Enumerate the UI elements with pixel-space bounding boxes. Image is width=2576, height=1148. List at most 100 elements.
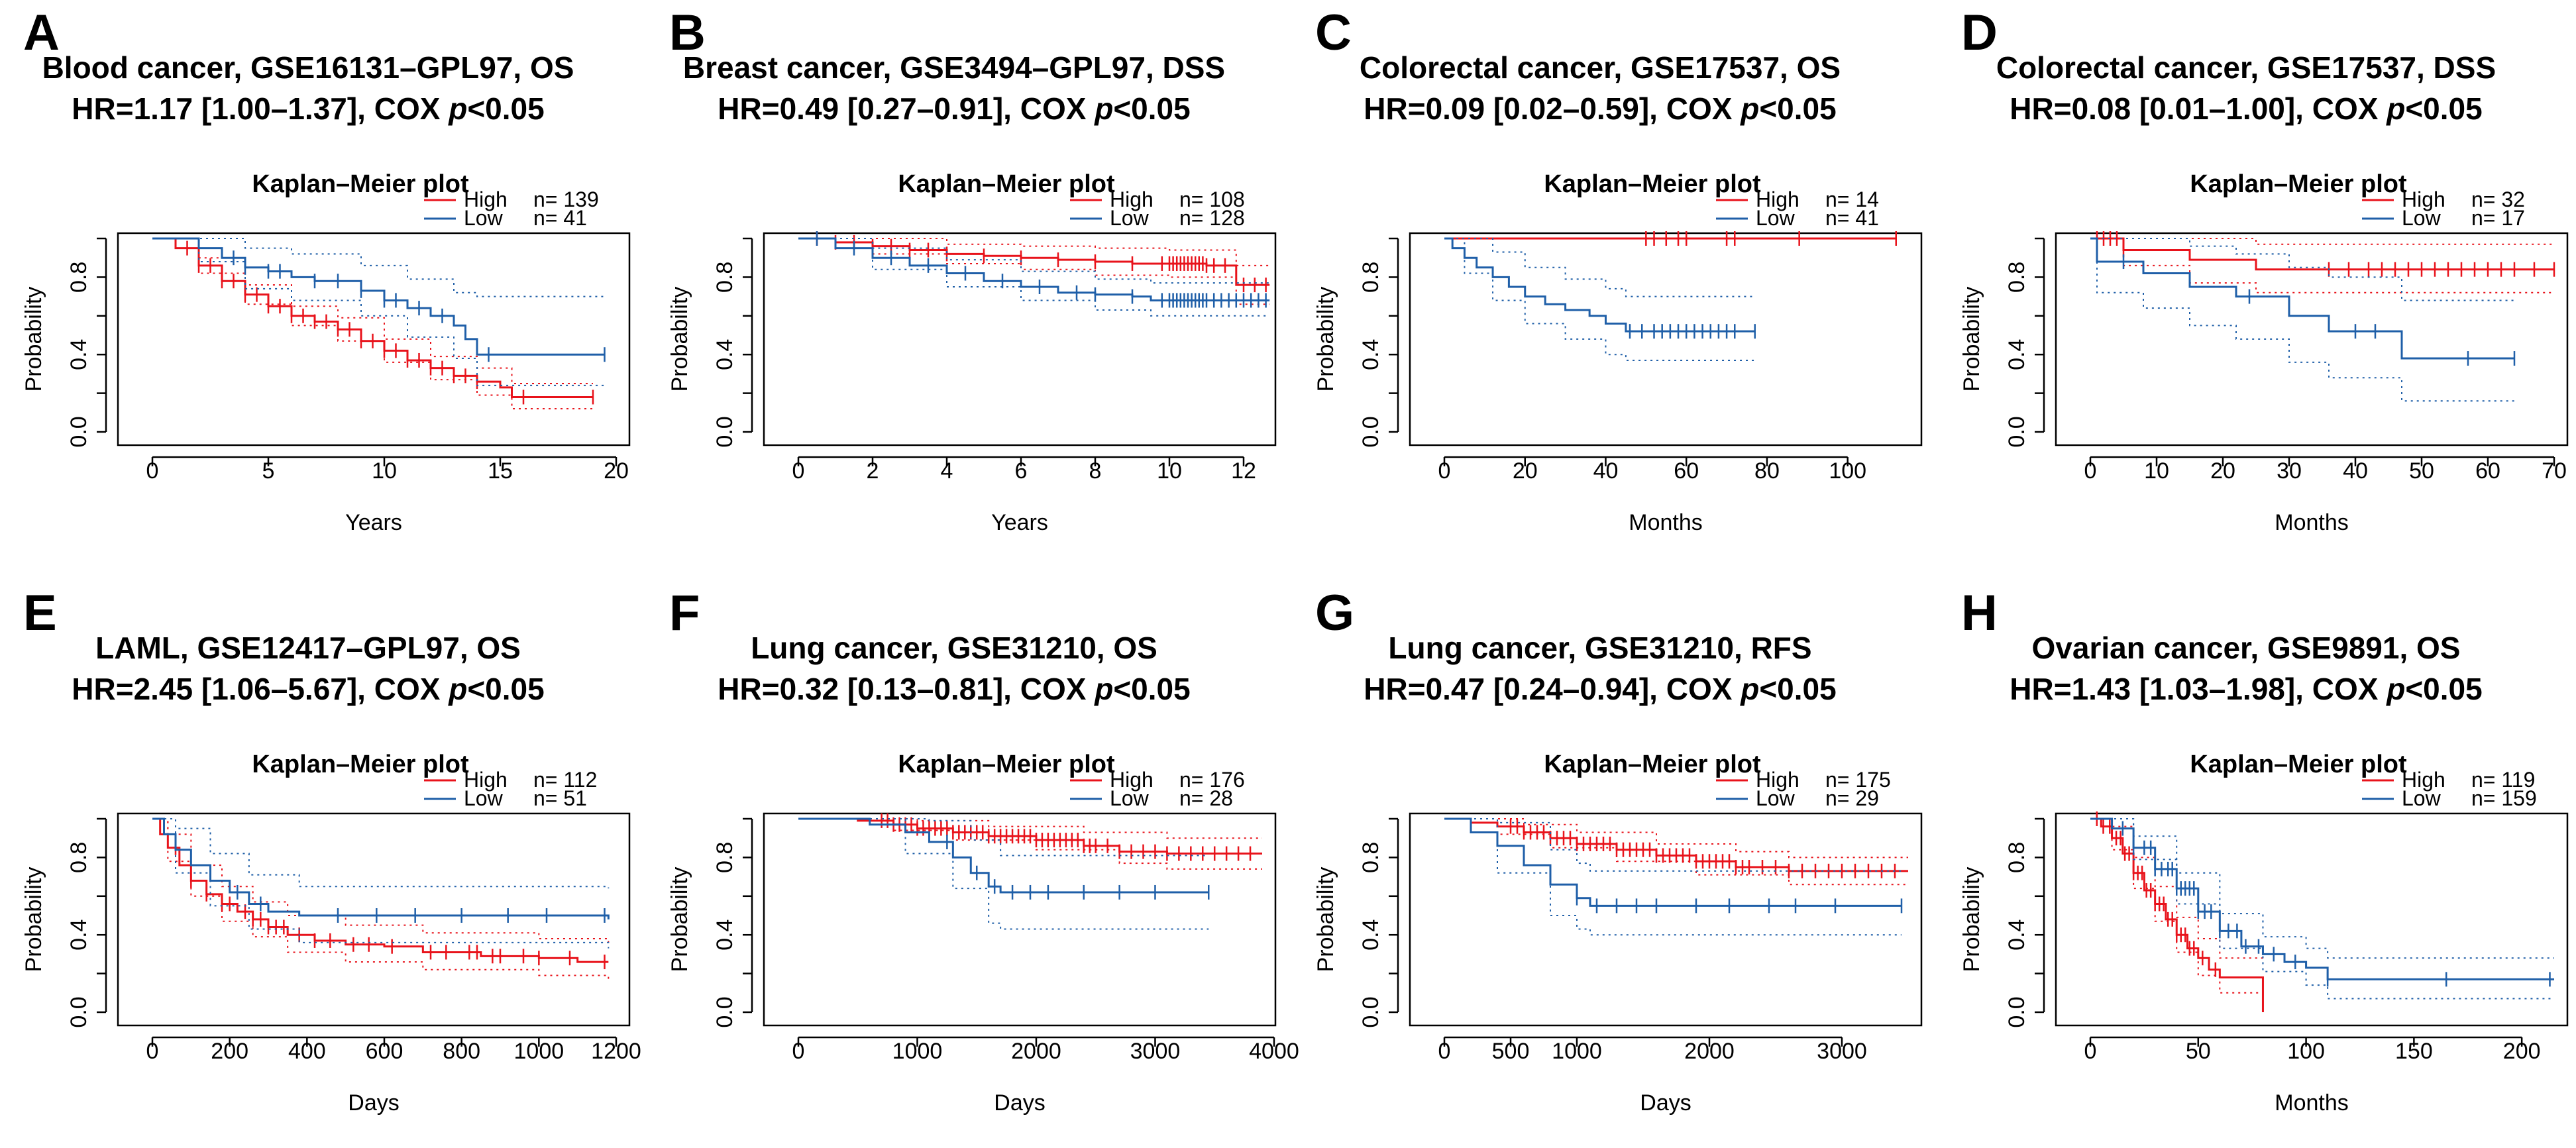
ci-lower-low (1444, 238, 1755, 361)
panel-letter: D (1961, 5, 1998, 61)
x-tick-label: 10 (1157, 458, 1182, 484)
y-tick-label: 0.4 (66, 919, 91, 951)
panel-title: Ovarian cancer, GSE9891, OS (2032, 631, 2461, 665)
x-tick-label: 500 (1492, 1039, 1530, 1064)
ci-upper-high (798, 238, 1270, 266)
panel-title: Breast cancer, GSE3494–GPL97, DSS (683, 50, 1225, 85)
legend-n-low: n= 128 (1179, 206, 1245, 230)
legend-n-high: n= 108 (1179, 187, 1245, 211)
p-value-symbol: p (1093, 672, 1113, 706)
x-tick-label: 4000 (1249, 1039, 1299, 1064)
panel-e: E LAML, GSE12417–GPL97, OS HR=2.45 [1.06–5… (21, 585, 641, 1116)
panel-letter: G (1315, 585, 1354, 641)
y-axis-label: Probability (21, 287, 46, 392)
hazard-ratio-value: HR=1.43 [1.03–1.98], COX (2010, 672, 2387, 706)
plot-frame (117, 232, 631, 446)
p-value-threshold: <0.05 (2405, 672, 2482, 706)
plot-frame (2055, 812, 2569, 1027)
panel-title: Colorectal cancer, GSE17537, DSS (1996, 50, 2496, 85)
legend-n-high: n= 119 (2471, 768, 2535, 792)
x-tick-label: 50 (2409, 458, 2434, 484)
panel-title: Blood cancer, GSE16131–GPL97, OS (42, 50, 574, 85)
x-tick-label: 0 (1438, 458, 1451, 484)
legend-n-high: n= 175 (1825, 768, 1891, 792)
panel-title-dataset: , GSE17537, OS (1613, 50, 1841, 85)
p-value-symbol: p (1739, 91, 1759, 126)
y-tick-label: 0.0 (1358, 416, 1383, 447)
x-tick-label: 60 (2475, 458, 2500, 484)
y-tick-label: 0.0 (66, 996, 91, 1027)
survival-curve-high (152, 817, 609, 963)
legend-n-high: n= 176 (1179, 768, 1245, 792)
y-tick-label: 0.8 (66, 842, 91, 873)
x-tick-label: 20 (1513, 458, 1538, 484)
survival-curve-low (2090, 237, 2514, 360)
ci-upper-high (152, 818, 610, 943)
survival-curve-low (1444, 237, 1755, 333)
ci-lower-low (152, 238, 605, 386)
panel-title-dataset: , GSE31210, OS (930, 631, 1157, 665)
p-value-symbol: p (2385, 91, 2405, 126)
legend-label-high: High (2402, 187, 2445, 211)
legend-n-low: n= 159 (2471, 786, 2537, 810)
y-tick-label: 0.8 (712, 262, 737, 293)
panel-h: H Ovarian cancer, GSE9891, OS HR=1.43 [1.0… (1959, 585, 2569, 1116)
legend-label-high: High (464, 768, 508, 792)
legend-label-high: High (2402, 768, 2445, 792)
km-plot-title: Kaplan–Meier plot (252, 170, 469, 198)
panel-letter: B (669, 5, 706, 61)
km-plot-title: Kaplan–Meier plot (1544, 751, 1761, 778)
x-tick-label: 0 (1438, 1039, 1451, 1064)
legend-n-low: n= 28 (1179, 786, 1233, 810)
y-tick-label: 0.0 (66, 416, 91, 447)
y-tick-label: 0.0 (2004, 996, 2029, 1027)
hazard-ratio-value: HR=1.17 [1.00–1.37], COX (72, 91, 449, 126)
y-tick-label: 0.8 (66, 262, 91, 293)
hazard-ratio-value: HR=0.32 [0.13–0.81], COX (718, 672, 1095, 706)
ci-lower-high (152, 818, 610, 980)
x-axis-label: Days (1640, 1090, 1691, 1116)
x-tick-label: 600 (366, 1039, 403, 1064)
x-tick-label: 20 (2210, 458, 2235, 484)
x-tick-label: 1000 (1552, 1039, 1602, 1064)
x-tick-label: 60 (1674, 458, 1699, 484)
y-tick-label: 0.8 (2004, 262, 2029, 293)
legend-label-low: Low (2402, 206, 2442, 230)
km-plot-title: Kaplan–Meier plot (252, 751, 469, 778)
panel-letter: A (23, 5, 60, 61)
legend-n-low: n= 41 (533, 206, 587, 230)
legend-n-high: n= 112 (533, 768, 597, 792)
y-tick-label: 0.0 (1358, 996, 1383, 1027)
p-value-threshold: <0.05 (2405, 91, 2482, 126)
x-tick-label: 4 (941, 458, 953, 484)
y-axis-label: Probability (1313, 867, 1338, 972)
p-value-threshold: <0.05 (1759, 91, 1836, 126)
legend-label-low: Low (2402, 786, 2442, 810)
legend-label-low: Low (1756, 786, 1796, 810)
hazard-ratio-value: HR=0.08 [0.01–1.00], COX (2010, 91, 2387, 126)
plot-frame (2055, 232, 2569, 446)
legend-label-low: Low (1110, 206, 1150, 230)
x-tick-label: 30 (2277, 458, 2302, 484)
y-tick-label: 0.8 (2004, 842, 2029, 873)
x-tick-label: 0 (2084, 1039, 2097, 1064)
legend-label-high: High (1110, 768, 1154, 792)
y-tick-label: 0.8 (712, 842, 737, 873)
hazard-ratio-text: HR=0.08 [0.01–1.00], COX p<0.05 (2010, 91, 2482, 126)
x-tick-label: 0 (792, 458, 805, 484)
legend-label-high: High (464, 187, 508, 211)
x-tick-label: 50 (2186, 1039, 2211, 1064)
panel-title: Colorectal cancer, GSE17537, OS (1360, 50, 1841, 85)
y-tick-label: 0.4 (66, 339, 91, 370)
x-tick-label: 0 (792, 1039, 805, 1064)
legend-label-low: Low (1110, 786, 1150, 810)
plot-frame (1409, 812, 1923, 1027)
y-tick-label: 0.0 (712, 416, 737, 447)
p-value-threshold: <0.05 (467, 91, 544, 126)
x-tick-label: 12 (1231, 458, 1256, 484)
legend-label-low: Low (464, 206, 504, 230)
hazard-ratio-text: HR=2.45 [1.06–5.67], COX p<0.05 (72, 672, 544, 706)
